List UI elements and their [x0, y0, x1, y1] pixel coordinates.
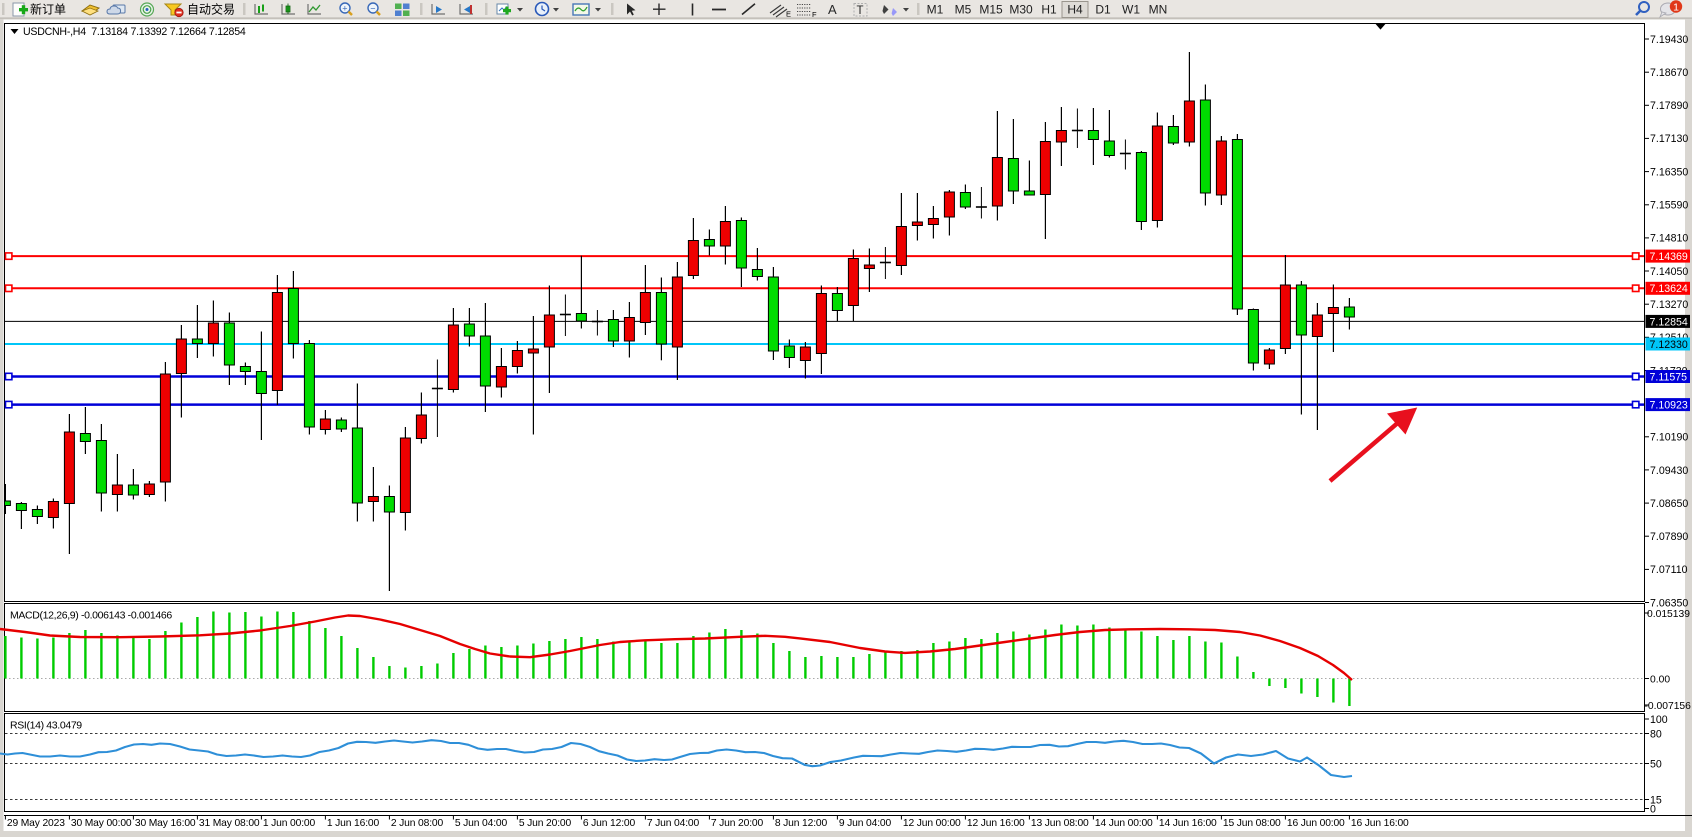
svg-text:5 Jun 20:00: 5 Jun 20:00	[519, 818, 572, 829]
svg-text:7.17130: 7.17130	[1650, 133, 1688, 145]
svg-text:12 Jun 00:00: 12 Jun 00:00	[903, 818, 961, 829]
svg-text:9 Jun 04:00: 9 Jun 04:00	[839, 818, 892, 829]
svg-text:-0.007156: -0.007156	[1645, 701, 1692, 712]
svg-text:D1: D1	[1095, 3, 1111, 17]
svg-text:E: E	[786, 10, 791, 19]
svg-text:RSI(14) 43.0479: RSI(14) 43.0479	[10, 720, 82, 732]
svg-text:7.10190: 7.10190	[1650, 432, 1688, 444]
svg-text:新订单: 新订单	[30, 2, 66, 17]
svg-text:16 Jun 16:00: 16 Jun 16:00	[1351, 818, 1409, 829]
svg-text:1 Jun 00:00: 1 Jun 00:00	[263, 818, 316, 829]
svg-text:MN: MN	[1149, 3, 1168, 17]
svg-text:50: 50	[1650, 758, 1662, 770]
svg-text:15 Jun 08:00: 15 Jun 08:00	[1223, 818, 1281, 829]
svg-text:0.015139: 0.015139	[1647, 609, 1690, 620]
svg-text:M15: M15	[979, 3, 1003, 17]
svg-text:7.10923: 7.10923	[1650, 400, 1688, 412]
svg-text:−: −	[370, 4, 375, 14]
svg-text:6 Jun 12:00: 6 Jun 12:00	[583, 818, 636, 829]
svg-text:M1: M1	[927, 3, 944, 17]
svg-text:M5: M5	[955, 3, 972, 17]
svg-text:29 May 2023: 29 May 2023	[7, 818, 65, 829]
svg-text:7.14369: 7.14369	[1650, 251, 1688, 263]
svg-text:7.13624: 7.13624	[1650, 283, 1688, 295]
svg-text:+: +	[342, 4, 347, 14]
svg-text:100: 100	[1650, 714, 1668, 726]
svg-text:T: T	[857, 5, 864, 17]
svg-text:7.06350: 7.06350	[1650, 597, 1688, 609]
svg-text:7.14050: 7.14050	[1650, 266, 1688, 278]
svg-text:0.00: 0.00	[1650, 674, 1670, 685]
svg-text:16 Jun 00:00: 16 Jun 00:00	[1287, 818, 1345, 829]
svg-text:M30: M30	[1009, 3, 1033, 17]
svg-text:30 May 00:00: 30 May 00:00	[71, 818, 132, 829]
svg-text:2 Jun 08:00: 2 Jun 08:00	[391, 818, 444, 829]
svg-text:30 May 16:00: 30 May 16:00	[135, 818, 196, 829]
svg-text:USDCNH-,H4 7.13184 7.13392 7.: USDCNH-,H4 7.13184 7.13392 7.12664 7.128…	[23, 26, 246, 38]
svg-text:7.08650: 7.08650	[1650, 498, 1688, 510]
svg-text:F: F	[812, 10, 817, 19]
svg-text:7.12330: 7.12330	[1650, 339, 1688, 351]
svg-text:自动交易: 自动交易	[187, 2, 235, 17]
svg-text:7.14810: 7.14810	[1650, 233, 1688, 245]
svg-text:7.18670: 7.18670	[1650, 67, 1688, 79]
svg-text:W1: W1	[1122, 3, 1140, 17]
svg-text:7 Jun 20:00: 7 Jun 20:00	[711, 818, 764, 829]
svg-text:7.19430: 7.19430	[1650, 34, 1688, 46]
svg-text:MACD(12,26,9) -0.006143 -0.001: MACD(12,26,9) -0.006143 -0.001466	[10, 610, 172, 622]
svg-text:80: 80	[1650, 728, 1662, 740]
svg-text:12 Jun 16:00: 12 Jun 16:00	[967, 818, 1025, 829]
svg-text:7.16350: 7.16350	[1650, 166, 1688, 178]
svg-text:14 Jun 00:00: 14 Jun 00:00	[1095, 818, 1153, 829]
svg-text:H1: H1	[1041, 3, 1057, 17]
svg-text:14 Jun 16:00: 14 Jun 16:00	[1159, 818, 1217, 829]
svg-text:13 Jun 08:00: 13 Jun 08:00	[1031, 818, 1089, 829]
svg-text:1: 1	[1673, 2, 1679, 14]
svg-text:5 Jun 04:00: 5 Jun 04:00	[455, 818, 508, 829]
svg-text:7.07890: 7.07890	[1650, 531, 1688, 543]
svg-text:15: 15	[1650, 794, 1662, 806]
svg-text:8 Jun 12:00: 8 Jun 12:00	[775, 818, 828, 829]
svg-text:31 May 08:00: 31 May 08:00	[199, 818, 260, 829]
svg-text:7.13270: 7.13270	[1650, 299, 1688, 311]
svg-text:7.11575: 7.11575	[1650, 371, 1688, 383]
svg-text:7.07110: 7.07110	[1650, 564, 1688, 576]
svg-text:H4: H4	[1067, 3, 1083, 17]
svg-text:7 Jun 04:00: 7 Jun 04:00	[647, 818, 700, 829]
svg-text:7.12854: 7.12854	[1650, 316, 1688, 328]
svg-text:7.15590: 7.15590	[1650, 200, 1688, 212]
svg-text:7.09430: 7.09430	[1650, 465, 1688, 477]
svg-text:0: 0	[1650, 803, 1656, 815]
svg-text:7.17890: 7.17890	[1650, 100, 1688, 112]
svg-text:1 Jun 16:00: 1 Jun 16:00	[327, 818, 380, 829]
svg-text:A: A	[828, 2, 837, 17]
